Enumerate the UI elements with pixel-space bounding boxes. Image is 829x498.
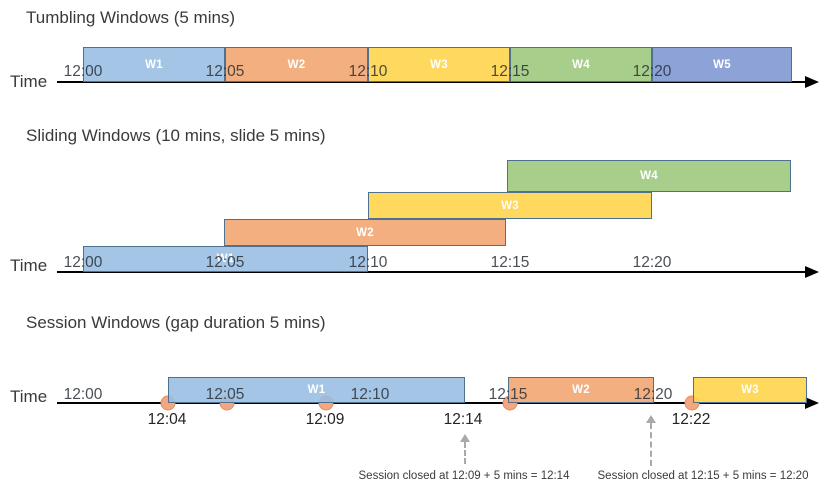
tick-12-20: 12:20 (633, 386, 673, 403)
tick-12-20: 12:20 (632, 254, 672, 271)
window-label: W2 (356, 226, 374, 239)
event-label-12-22: 12:22 (671, 411, 711, 428)
tick-12-15: 12:15 (490, 254, 530, 271)
tick-12-15: 12:15 (490, 63, 530, 80)
tick-12-10: 12:10 (350, 386, 390, 403)
session-close-note-2: Session closed at 12:15 + 5 mins = 12:20 (597, 470, 809, 482)
window-label: W2 (287, 58, 306, 71)
tumbling-window-w1: W1 (83, 47, 225, 82)
tumbling-window-w2: W2 (225, 47, 368, 82)
time-axis-label-sliding: Time (10, 256, 48, 275)
event-label-12-04: 12:04 (147, 411, 187, 428)
tick-12-20: 12:20 (632, 63, 672, 80)
section-title-sliding: Sliding Windows (10 mins, slide 5 mins) (26, 126, 326, 145)
session-close-note-1: Session closed at 12:09 + 5 mins = 12:14 (358, 470, 570, 482)
event-label-12-14: 12:14 (443, 411, 483, 428)
tick-12-05: 12:05 (205, 254, 245, 271)
tick-12-05: 12:05 (205, 386, 245, 403)
sliding-window-w4: W4 (507, 160, 791, 192)
window-label: W1 (216, 253, 235, 265)
tick-12-05: 12:05 (205, 63, 245, 80)
tick-12-15: 12:15 (488, 386, 528, 403)
tick-12-00: 12:00 (63, 254, 103, 271)
arrow-right-icon (805, 397, 819, 409)
tick-12-00: 12:00 (63, 386, 103, 403)
event-label-12-09: 12:09 (305, 411, 345, 428)
sliding-window-w2: W2 (224, 219, 506, 246)
section-title-session: Session Windows (gap duration 5 mins) (26, 313, 326, 332)
session-window-w3: W3 (693, 377, 807, 403)
session-window-w1: W1 (168, 377, 465, 403)
window-label: W2 (572, 384, 590, 396)
time-axis-label-tumbling: Time (10, 72, 48, 91)
window-label: W1 (145, 58, 163, 71)
time-axis-session (57, 402, 807, 404)
window-label: W3 (501, 199, 519, 212)
tumbling-window-w4: W4 (510, 47, 652, 82)
tumbling-window-w5: W5 (652, 47, 792, 82)
arrow-up-icon (460, 434, 470, 442)
window-label: W3 (430, 58, 448, 71)
arrow-right-icon (805, 76, 819, 88)
time-axis-sliding (57, 271, 807, 273)
session-window-w2: W2 (508, 377, 654, 403)
sliding-window-w3: W3 (368, 192, 652, 219)
arrow-up-icon (646, 415, 656, 423)
session-close-arrow-line (650, 423, 652, 466)
window-label: W1 (307, 384, 326, 396)
section-title-tumbling: Tumbling Windows (5 mins) (26, 8, 236, 27)
session-close-arrow-line (464, 442, 466, 464)
time-axis-tumbling (57, 81, 807, 83)
window-label: W4 (572, 58, 590, 71)
time-axis-label-session: Time (10, 387, 48, 406)
window-label: W4 (640, 170, 658, 182)
arrow-right-icon (805, 266, 819, 278)
tick-12-10: 12:10 (348, 254, 388, 271)
window-label: W5 (713, 58, 731, 71)
window-label: W3 (741, 384, 759, 396)
tick-12-00: 12:00 (63, 63, 103, 80)
sliding-window-w1: W1 (83, 246, 368, 272)
tick-12-10: 12:10 (348, 63, 388, 80)
tumbling-window-w3: W3 (368, 47, 510, 82)
